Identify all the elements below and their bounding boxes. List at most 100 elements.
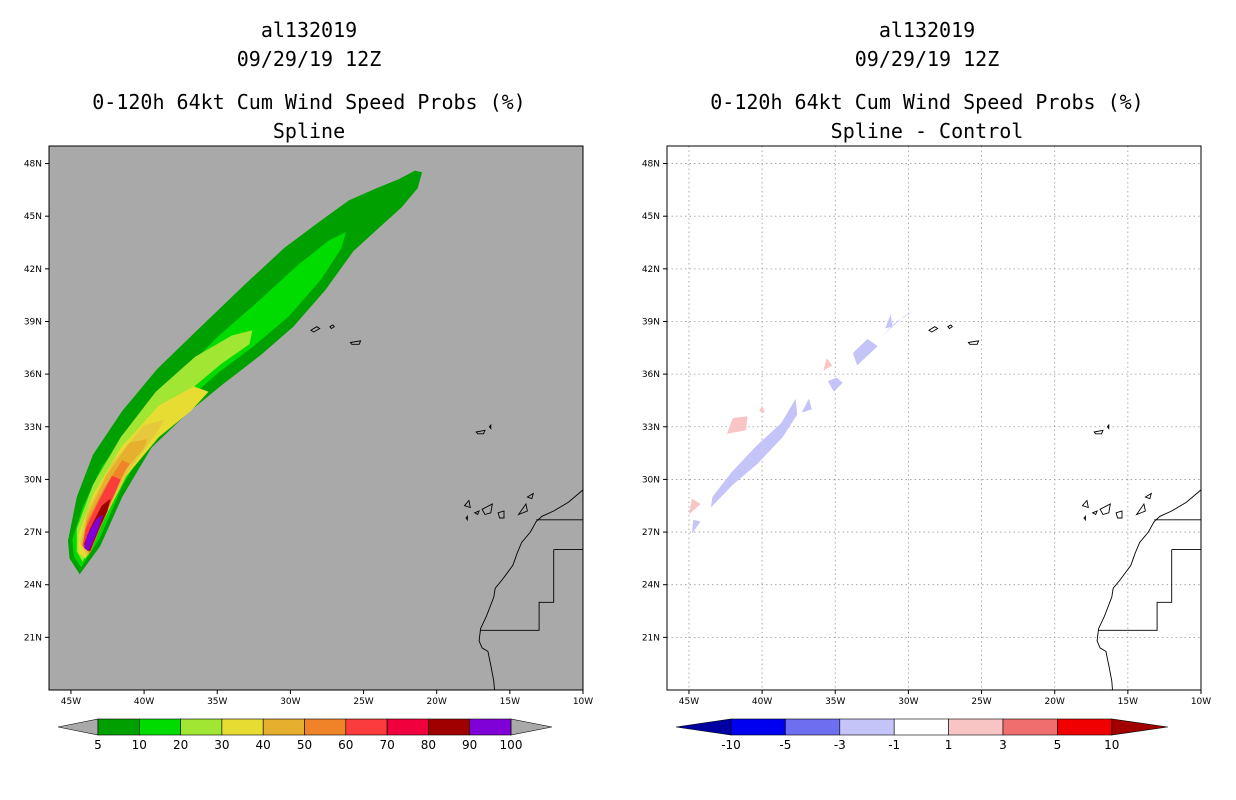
- colorbar-label: 10: [1104, 738, 1119, 752]
- y-tick-label: 39N: [24, 317, 42, 327]
- azores-island: [310, 326, 321, 333]
- colorbar-label: 1: [945, 738, 953, 752]
- map-background: [667, 146, 1201, 690]
- contour--3: [691, 519, 701, 534]
- canaries-island: [473, 510, 480, 516]
- contour-1: [759, 405, 765, 413]
- azores-island: [329, 324, 335, 330]
- x-tick-label: 30W: [280, 697, 300, 707]
- canaries-island: [1135, 502, 1146, 516]
- right-title-block: al132019 09/29/19 12Z 0-120h 64kt Cum Wi…: [618, 16, 1236, 146]
- colorbar-box: [785, 718, 841, 736]
- x-tick-label: 35W: [825, 697, 845, 707]
- y-tick-label: 36N: [642, 370, 660, 380]
- contour-1: [688, 498, 701, 515]
- coastline-group: [928, 324, 1202, 691]
- storm-id-title: al132019: [260, 18, 358, 42]
- y-tick-label: 33N: [642, 423, 660, 433]
- contour--3: [801, 398, 812, 413]
- country-border: [1098, 549, 1173, 631]
- contour-10: [72, 232, 347, 568]
- canaries-island: [481, 503, 493, 516]
- colorbar-label: 80: [421, 738, 436, 752]
- x-tick-label: 20W: [1045, 697, 1065, 707]
- azores-island: [928, 326, 939, 333]
- colorbar-low-arrow: [675, 718, 732, 736]
- datetime-subtitle: 09/29/19 12Z: [854, 47, 1000, 71]
- colorbar-box: [730, 718, 786, 736]
- canaries-island: [497, 510, 505, 519]
- colorbar-box: [893, 718, 949, 736]
- x-tick-label: 45W: [679, 697, 699, 707]
- left-panel: al132019 09/29/19 12Z 0-120h 64kt Cum Wi…: [0, 16, 618, 752]
- y-tick-label: 48N: [24, 160, 42, 170]
- right-chart: 45W 40W 35W 30W 25W 20W 15W 10W 48N 45N 42N 39N 36N 3…: [642, 145, 1211, 752]
- azores-island: [967, 340, 980, 345]
- colorbar-box: [1057, 718, 1113, 736]
- coastline-group: [310, 324, 584, 691]
- canaries-island: [465, 515, 468, 522]
- left-title-block: al132019 09/29/19 12Z 0-120h 64kt Cum Wi…: [0, 16, 618, 146]
- canaries-island: [1115, 510, 1123, 519]
- left-chart: 45W 40W 35W 30W 25W 20W 15W 10W 48N 45N 42N 39N 36N 3…: [24, 145, 593, 752]
- y-tick-label: 30N: [642, 475, 660, 485]
- canaries-island: [517, 502, 528, 516]
- y-tick-label: 24N: [642, 581, 660, 591]
- colorbar-label: 50: [297, 738, 312, 752]
- contour-90: [84, 514, 104, 552]
- colorbar-label: 90: [462, 738, 477, 752]
- canaries-island: [1099, 503, 1111, 516]
- right-panel: al132019 09/29/19 12Z 0-120h 64kt Cum Wi…: [618, 0, 1236, 800]
- colorbar-box: [304, 718, 347, 736]
- canaries-island: [526, 492, 535, 500]
- x-tick-label: 35W: [207, 697, 227, 707]
- storm-id-title: al132019: [878, 18, 976, 42]
- colorbar-box: [221, 718, 264, 736]
- colorbar-label: 60: [338, 738, 353, 752]
- canaries-island: [1091, 510, 1098, 516]
- colorbar-label: 20: [173, 738, 188, 752]
- x-tick-label: 30W: [898, 697, 918, 707]
- colorbar-box: [469, 718, 512, 736]
- y-tick-label: 21N: [24, 633, 42, 643]
- plot-frame: [666, 145, 1202, 691]
- azores-island: [349, 340, 362, 345]
- y-tick-label: 45N: [24, 212, 42, 222]
- product-title: 0-120h 64kt Cum Wind Speed Probs (%): [92, 90, 526, 114]
- colorbar-label: 30: [214, 738, 229, 752]
- datetime-subtitle: 09/29/19 12Z: [236, 47, 382, 71]
- canaries-island: [1144, 492, 1153, 500]
- colorbar-low-arrow: [57, 718, 99, 736]
- madeira-island: [1106, 423, 1110, 430]
- colorbar-label: -5: [779, 738, 791, 752]
- x-tick-label: 20W: [427, 697, 447, 707]
- colorbar-label: -1: [888, 738, 900, 752]
- colorbar-label: 100: [500, 738, 523, 752]
- colorbar-label: -3: [834, 738, 846, 752]
- country-border: [480, 549, 555, 631]
- colorbar-label: 5: [1054, 738, 1062, 752]
- colorbar-label: -10: [721, 738, 741, 752]
- y-tick-label: 21N: [642, 633, 660, 643]
- colorbar-label: 3: [999, 738, 1007, 752]
- colorbar-box: [180, 718, 223, 736]
- madeira-island: [1093, 429, 1104, 435]
- x-tick-label: 40W: [752, 697, 772, 707]
- contour--3: [852, 339, 878, 366]
- colorbar-box: [139, 718, 181, 736]
- colorbar-label: 5: [94, 738, 102, 752]
- contour-20: [76, 330, 253, 562]
- canaries-island: [1081, 499, 1089, 509]
- colorbar-box: [345, 718, 388, 736]
- y-tick-label: 42N: [24, 265, 42, 275]
- colorbar-label: 40: [256, 738, 271, 752]
- canaries-island: [463, 499, 471, 509]
- contour--3: [710, 398, 798, 508]
- madeira-island: [475, 429, 486, 435]
- colorbar-box: [97, 718, 140, 736]
- y-tick-label: 27N: [24, 528, 42, 538]
- contour-5: [68, 170, 423, 575]
- azores-island: [947, 324, 953, 330]
- colorbar-box: [1002, 718, 1058, 736]
- colorbar-box: [839, 718, 895, 736]
